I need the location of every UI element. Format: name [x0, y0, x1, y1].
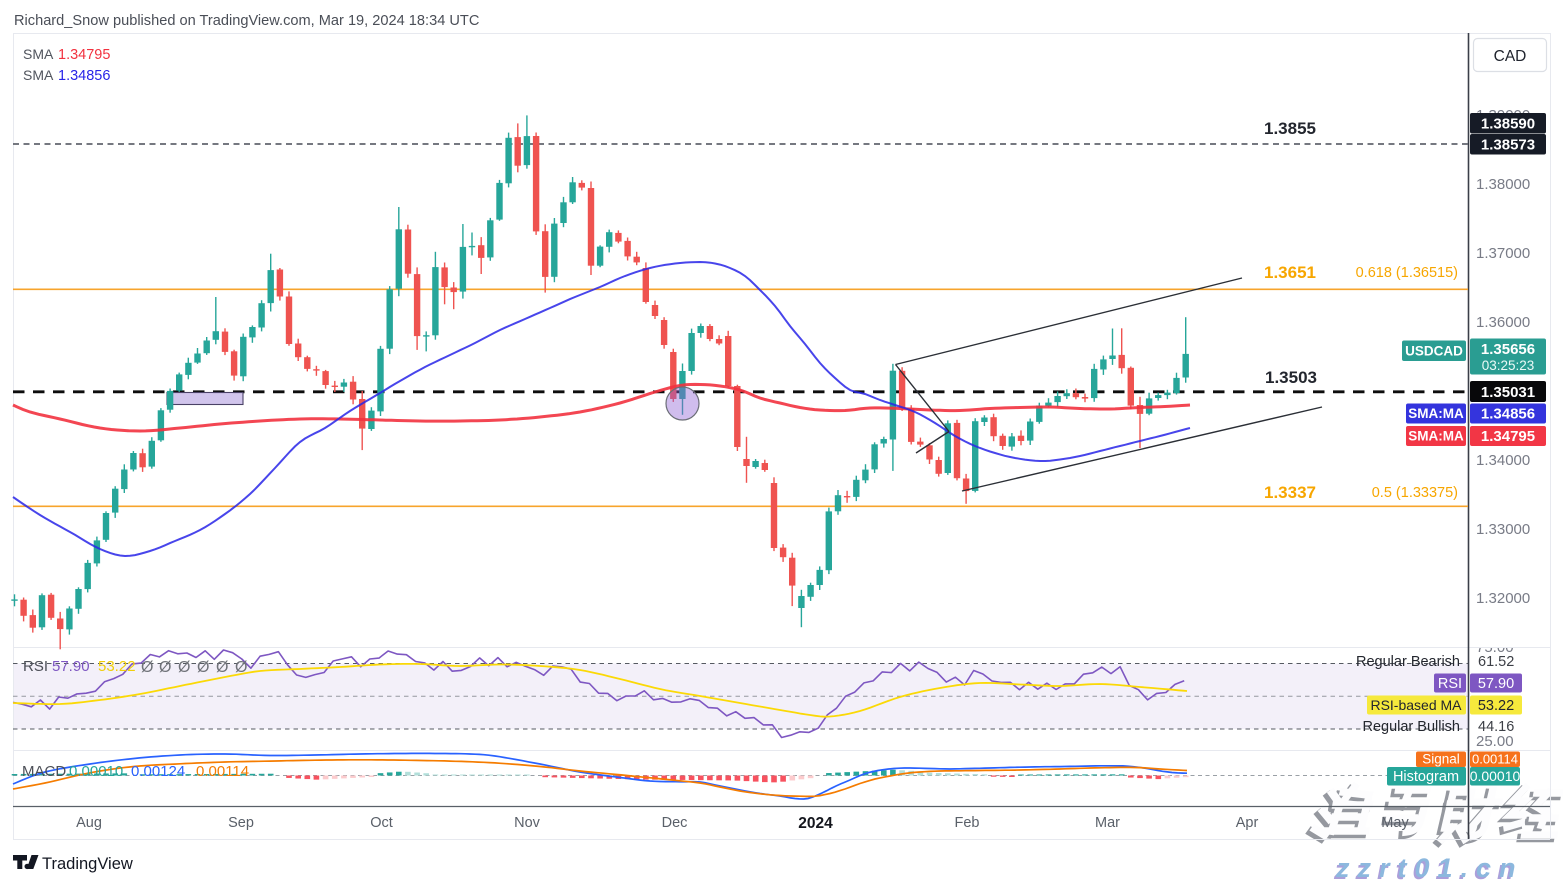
svg-text:1.34856: 1.34856 [1481, 406, 1535, 423]
svg-text:USDCAD: USDCAD [1405, 344, 1463, 359]
svg-text:RSI-based MA: RSI-based MA [1370, 697, 1462, 713]
svg-text:Sep: Sep [228, 815, 254, 831]
svg-text:0.5 (1.33375): 0.5 (1.33375) [1372, 485, 1458, 501]
svg-text:1.37000: 1.37000 [1476, 245, 1530, 262]
svg-text:44.16: 44.16 [1478, 719, 1514, 735]
svg-text:Feb: Feb [955, 815, 980, 831]
svg-text:1.34795: 1.34795 [58, 47, 110, 63]
svg-text:1.36000: 1.36000 [1476, 314, 1530, 331]
svg-text:Ø: Ø [141, 659, 153, 676]
svg-text:61.52: 61.52 [1478, 654, 1514, 670]
svg-text:53.22: 53.22 [98, 658, 136, 675]
svg-text:75.00: 75.00 [1476, 639, 1514, 656]
svg-text:57.90: 57.90 [1478, 676, 1514, 692]
svg-text:2024: 2024 [798, 815, 833, 832]
svg-text:1.3337: 1.3337 [1264, 483, 1316, 502]
svg-text:1.38573: 1.38573 [1481, 137, 1535, 154]
svg-text:1.34000: 1.34000 [1476, 452, 1530, 469]
svg-text:1.3651: 1.3651 [1264, 263, 1316, 282]
svg-text:0.00010: 0.00010 [1470, 768, 1521, 784]
svg-text:Ø: Ø [216, 659, 228, 676]
svg-text:Ø: Ø [197, 659, 209, 676]
svg-text:Mar: Mar [1095, 815, 1120, 831]
svg-text:SMA:MA: SMA:MA [1408, 429, 1464, 444]
svg-text:0.00124: 0.00124 [131, 763, 185, 780]
svg-text:1.35656: 1.35656 [1481, 341, 1535, 358]
svg-text:Oct: Oct [370, 815, 393, 831]
svg-text:Dec: Dec [662, 815, 688, 831]
svg-text:1.3503: 1.3503 [1265, 368, 1317, 387]
svg-text:RSI: RSI [23, 658, 48, 675]
svg-text:Regular Bullish: Regular Bullish [1362, 719, 1460, 735]
svg-text:SMA: SMA [23, 46, 54, 62]
svg-text:Ø: Ø [159, 659, 171, 676]
svg-text:0.00114: 0.00114 [1472, 752, 1518, 767]
svg-text:Histogram: Histogram [1393, 769, 1459, 785]
svg-text:0.00114: 0.00114 [196, 763, 249, 780]
svg-text:57.90: 57.90 [52, 658, 90, 675]
svg-text:53.22: 53.22 [1478, 698, 1514, 714]
svg-text:zzrt01.cn: zzrt01.cn [1335, 853, 1524, 883]
svg-text:SMA:MA: SMA:MA [1408, 406, 1464, 421]
svg-text:1.34856: 1.34856 [58, 68, 110, 84]
svg-text:Ø: Ø [235, 659, 247, 676]
svg-text:Aug: Aug [76, 815, 102, 831]
svg-text:CAD: CAD [1494, 48, 1527, 65]
svg-text:Nov: Nov [514, 815, 541, 831]
svg-text:MACD: MACD [22, 763, 66, 780]
svg-text:zzrt01.cn: zzrt01.cn [1333, 855, 1522, 884]
svg-text:1.3855: 1.3855 [1264, 119, 1316, 138]
svg-text:Signal: Signal [1422, 752, 1460, 767]
svg-text:1.35031: 1.35031 [1481, 384, 1535, 401]
svg-text:Apr: Apr [1236, 815, 1259, 831]
svg-text:0.00010: 0.00010 [69, 763, 123, 780]
svg-text:Regular Bearish: Regular Bearish [1356, 654, 1460, 670]
svg-text:May: May [1381, 815, 1409, 831]
svg-text:1.33000: 1.33000 [1476, 521, 1530, 538]
svg-text:SMA: SMA [23, 67, 54, 83]
svg-text:Ø: Ø [178, 659, 190, 676]
svg-text:1.32000: 1.32000 [1476, 590, 1530, 607]
svg-text:1.38590: 1.38590 [1481, 116, 1535, 133]
svg-text:25.00: 25.00 [1476, 733, 1514, 750]
svg-text:1.34795: 1.34795 [1481, 428, 1535, 445]
svg-text:03:25:23: 03:25:23 [1482, 358, 1535, 373]
svg-text:1.38000: 1.38000 [1476, 176, 1530, 193]
svg-text:RSI: RSI [1438, 676, 1462, 692]
svg-text:TradingView: TradingView [42, 855, 133, 873]
svg-text:Richard_Snow published on Trad: Richard_Snow published on TradingView.co… [14, 13, 479, 29]
svg-text:0.618 (1.36515): 0.618 (1.36515) [1356, 265, 1458, 281]
